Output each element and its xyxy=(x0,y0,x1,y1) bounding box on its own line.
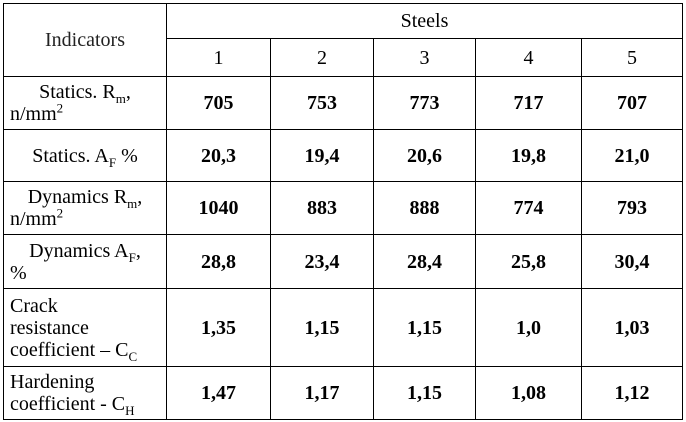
value-cell: 23,4 xyxy=(270,234,374,289)
steel-column-5: 5 xyxy=(580,38,684,77)
value-cell: 20,3 xyxy=(166,129,271,182)
table-row: Hardening coefficient - CH 1,47 1,17 1,1… xyxy=(3,366,684,420)
steel-column-4: 4 xyxy=(475,38,582,77)
value-cell: 1,0 xyxy=(475,288,582,367)
label-text: Statics. A xyxy=(32,144,109,167)
value-cell: 19,8 xyxy=(475,129,582,182)
value-cell: 717 xyxy=(475,76,582,130)
table-row: Statics. AF % 20,3 19,4 20,6 19,8 21,0 xyxy=(3,129,684,182)
row-label-statics-rm: Statics. Rm, n/mm2 xyxy=(3,76,167,130)
label-line: Crack xyxy=(10,294,58,317)
row-label-statics-af: Statics. AF % xyxy=(3,129,167,182)
label-tail: % xyxy=(116,144,138,167)
label-sub: F xyxy=(108,154,117,170)
value-cell: 1,47 xyxy=(166,366,271,420)
value-cell: 883 xyxy=(270,181,374,235)
steels-header: Steels xyxy=(165,3,684,39)
table-row: Dynamics Rm, n/mm2 1040 883 888 774 793 xyxy=(3,181,684,235)
value-cell: 707 xyxy=(580,76,684,130)
label-text: n/mm xyxy=(10,103,57,125)
table-row: Statics. Rm, n/mm2 705 753 773 717 707 xyxy=(3,76,684,130)
label-text: coefficient - C xyxy=(10,393,126,415)
label-line: Hardening xyxy=(10,371,95,393)
value-cell: 1,15 xyxy=(373,366,476,420)
value-cell: 1,03 xyxy=(580,288,684,367)
label-line: % xyxy=(10,261,27,284)
row-label-dynamics-rm: Dynamics Rm, n/mm2 xyxy=(3,181,167,235)
label-line: coefficient - CH xyxy=(10,393,166,418)
value-cell: 1,12 xyxy=(580,366,684,420)
value-cell: 1,15 xyxy=(270,288,374,367)
label-line: Dynamics AF, xyxy=(10,239,166,265)
label-line: Statics. Rm, xyxy=(10,81,166,106)
row-label-dynamics-af: Dynamics AF, % xyxy=(3,234,167,289)
label-sub: F xyxy=(128,249,136,265)
value-cell: 888 xyxy=(373,181,476,235)
label-line: resistance xyxy=(10,316,89,339)
row-label-crack-resistance: Crack resistance coefficient – CC xyxy=(3,288,167,367)
table-row: Crack resistance coefficient – CC 1,35 1… xyxy=(3,288,684,367)
label-text: n/mm xyxy=(10,208,57,230)
value-cell: 28,4 xyxy=(373,234,476,289)
value-cell: 1040 xyxy=(166,181,271,235)
steel-properties-table: Indicators Steels 1 2 3 4 5 Statics. Rm,… xyxy=(3,3,684,420)
row-label-hardening: Hardening coefficient - CH xyxy=(3,366,167,420)
table-row: Dynamics AF, % 28,8 23,4 28,4 25,8 30,4 xyxy=(3,234,684,289)
value-cell: 21,0 xyxy=(580,129,684,182)
value-cell: 1,35 xyxy=(166,288,271,367)
label-text: Statics. R xyxy=(39,81,116,103)
label-line: Dynamics Rm, xyxy=(10,186,166,211)
label-line: n/mm2 xyxy=(10,100,166,125)
steel-column-3: 3 xyxy=(373,38,476,77)
indicators-header: Indicators xyxy=(3,3,167,77)
label-text: Dynamics R xyxy=(27,186,128,208)
label-sub: H xyxy=(125,403,135,418)
value-cell: 773 xyxy=(373,76,476,130)
label-tail: , xyxy=(125,81,131,103)
label-sup: 2 xyxy=(56,205,64,221)
value-cell: 1,08 xyxy=(475,366,582,420)
value-cell: 1,17 xyxy=(270,366,374,420)
value-cell: 30,4 xyxy=(580,234,684,289)
label-text: coefficient – C xyxy=(10,338,129,361)
label-tail: , xyxy=(137,186,143,208)
label-line: coefficient – CC xyxy=(10,338,166,364)
value-cell: 1,15 xyxy=(373,288,476,367)
value-cell: 25,8 xyxy=(475,234,582,289)
label-sub: m xyxy=(115,91,126,106)
value-cell: 28,8 xyxy=(166,234,271,289)
value-cell: 19,4 xyxy=(270,129,374,182)
value-cell: 753 xyxy=(270,76,374,130)
value-cell: 793 xyxy=(580,181,684,235)
label-line: Statics. AF % xyxy=(10,144,166,170)
steel-column-1: 1 xyxy=(166,38,271,77)
label-line: n/mm2 xyxy=(10,205,166,230)
label-sub: C xyxy=(128,348,138,364)
label-sup: 2 xyxy=(56,100,64,116)
value-cell: 774 xyxy=(475,181,582,235)
steel-column-2: 2 xyxy=(270,38,374,77)
value-cell: 20,6 xyxy=(373,129,476,182)
label-tail: , xyxy=(135,239,141,262)
label-text: Dynamics A xyxy=(29,239,129,262)
label-sub: m xyxy=(127,196,138,211)
value-cell: 705 xyxy=(166,76,271,130)
